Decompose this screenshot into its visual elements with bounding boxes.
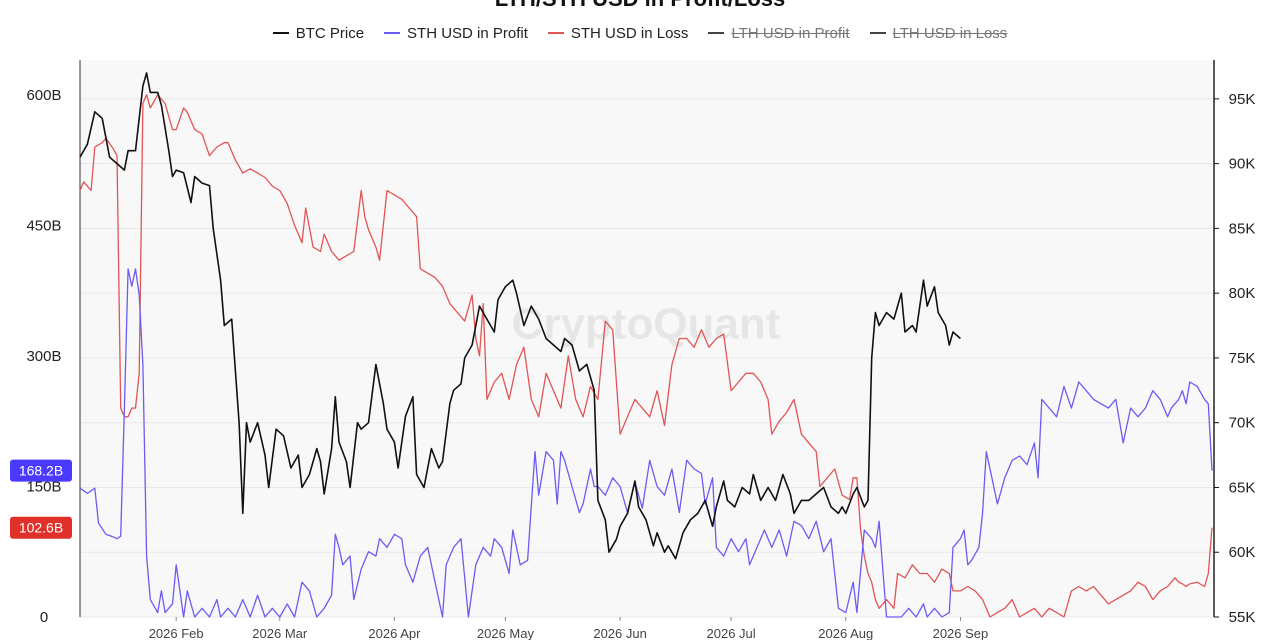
legend-item-lth-profit[interactable]: LTH USD in Profit <box>708 24 850 42</box>
left-axis-tick-label: 300B <box>26 348 61 365</box>
legend-label: BTC Price <box>295 24 365 42</box>
series-btc-price <box>79 72 961 560</box>
legend-label: LTH USD in Loss <box>892 24 1008 42</box>
right-axis-tick-label: 95K <box>1229 91 1256 108</box>
legend-item-sth-loss[interactable]: STH USD in Loss <box>547 24 689 42</box>
left-axis-tick-label: 600B <box>26 87 61 104</box>
loss-value-badge: 102.6B <box>19 520 63 536</box>
legend-label: STH USD in Loss <box>570 24 689 42</box>
right-axis-tick-label: 60K <box>1229 544 1256 561</box>
legend-swatch <box>384 32 401 34</box>
legend-swatch <box>272 32 289 34</box>
legend-item-lth-loss[interactable]: LTH USD in Loss <box>869 24 1008 42</box>
legend-swatch <box>547 32 564 34</box>
x-axis-tick-label: 2026 Feb <box>149 626 204 640</box>
legend-item-sth-profit[interactable]: STH USD in Profit <box>384 25 528 42</box>
watermark: CryptoQuant <box>512 300 781 349</box>
loss-value-badge-bg <box>10 516 72 539</box>
x-axis-tick-label: 2026 Mar <box>252 626 308 640</box>
right-axis-tick-label: 55K <box>1229 609 1256 626</box>
legend-swatch <box>708 32 725 34</box>
profit-value-badge: 168.2B <box>19 463 63 479</box>
x-axis-tick-label: 2026 Sep <box>933 626 989 640</box>
left-axis-tick-label: 0 <box>40 609 48 626</box>
right-axis-tick-label: 80K <box>1229 285 1256 302</box>
right-axis-tick-label: 75K <box>1229 350 1256 367</box>
x-axis-tick-label: 2026 Aug <box>818 626 873 640</box>
legend-label: STH USD in Profit <box>407 24 528 42</box>
right-axis-tick-label: 65K <box>1229 479 1256 496</box>
left-axis-tick-label: 150B <box>26 478 61 495</box>
right-axis-tick-label: 90K <box>1229 156 1256 173</box>
right-axis-tick-label: 70K <box>1229 415 1256 432</box>
legend: BTC Price STH USD in Profit STH USD in L… <box>0 22 1280 44</box>
left-axis-tick-label: 450B <box>26 217 61 234</box>
x-axis-tick-label: 2026 Jul <box>707 626 756 640</box>
x-axis-tick-label: 2026 Apr <box>368 626 421 640</box>
legend-item-btc-price[interactable]: BTC Price <box>272 24 365 42</box>
x-axis-tick-label: 2026 May <box>477 626 535 640</box>
legend-swatch <box>869 32 886 34</box>
x-axis-tick-label: 2026 Jun <box>593 626 647 640</box>
plot-area <box>80 60 1212 617</box>
series-sth-loss <box>79 94 1213 618</box>
chart-title: LTH/STH USD in Profit/Loss <box>0 0 1280 16</box>
right-axis-tick-label: 85K <box>1229 220 1256 237</box>
profit-value-badge-bg <box>10 459 72 482</box>
legend-label: LTH USD in Profit <box>731 24 850 42</box>
